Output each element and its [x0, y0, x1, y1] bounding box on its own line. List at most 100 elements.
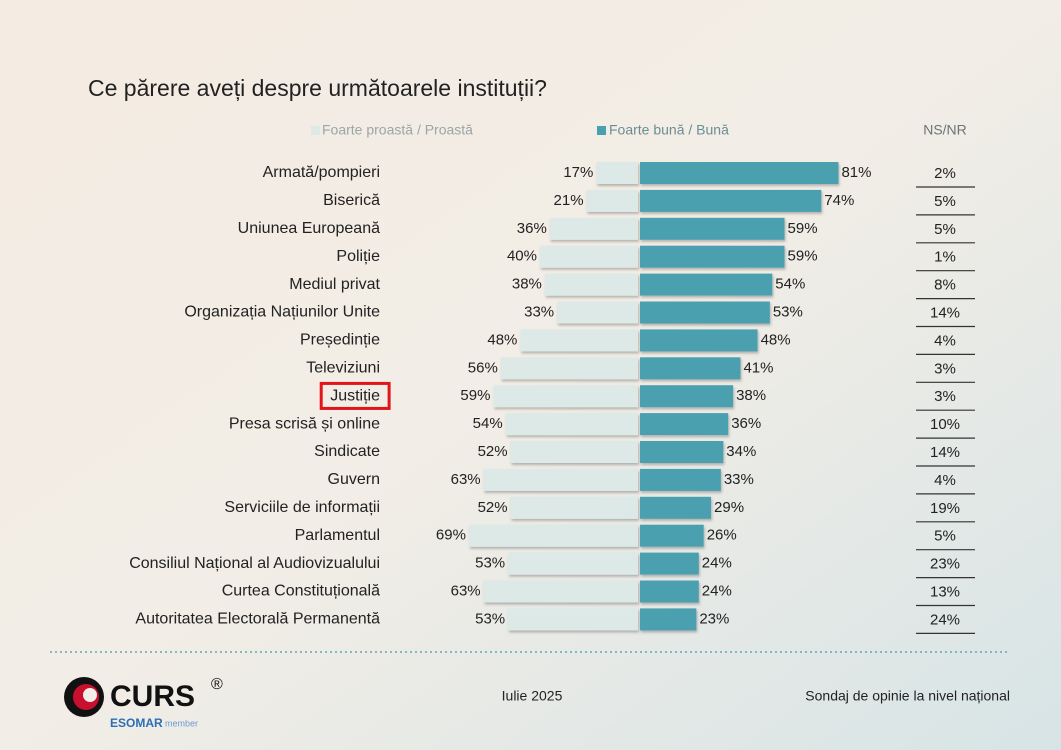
- bar-negative: [493, 385, 638, 408]
- category-label: Curtea Constituțională: [222, 583, 380, 600]
- nsnr-label: 4%: [934, 472, 956, 489]
- category-label: Autoritatea Electorală Permanentă: [135, 611, 380, 628]
- highlight-box: [319, 381, 391, 410]
- bar-positive: [640, 608, 697, 631]
- value-label: 24%: [702, 555, 732, 572]
- logo: [64, 677, 104, 717]
- bar-positive: [640, 217, 785, 240]
- bar-negative: [508, 608, 638, 631]
- value-label: 59%: [788, 220, 818, 237]
- nsnr-label: 19%: [930, 500, 960, 517]
- footer-date: Iulie 2025: [502, 688, 563, 704]
- bar-positive: [640, 189, 822, 212]
- value-label: 33%: [724, 471, 754, 488]
- bar-positive: [640, 245, 785, 268]
- bar-negative: [549, 217, 638, 240]
- bar-negative: [483, 468, 638, 491]
- value-label: 33%: [524, 303, 554, 320]
- nsnr-label: 23%: [930, 556, 960, 573]
- nsnr-label: 14%: [930, 444, 960, 461]
- member-text: ESOMAR: [110, 716, 163, 730]
- nsnr-label: 3%: [934, 360, 956, 377]
- nsnr-label: 8%: [934, 277, 956, 294]
- bar-negative: [557, 301, 638, 324]
- legend-swatch: [311, 126, 320, 135]
- nsnr-label: 24%: [930, 611, 960, 628]
- bar-positive: [640, 273, 773, 296]
- bar-negative: [483, 580, 638, 603]
- value-label: 69%: [436, 527, 466, 544]
- value-label: 48%: [487, 331, 517, 348]
- value-label: 21%: [554, 192, 584, 209]
- bar-positive: [640, 162, 839, 184]
- nsnr-label: 3%: [934, 388, 956, 405]
- bar-negative: [520, 329, 638, 352]
- bar-negative: [596, 162, 638, 184]
- category-label: Biserică: [323, 192, 380, 209]
- value-label: 36%: [731, 415, 761, 432]
- value-label: 59%: [460, 387, 490, 404]
- value-label: 63%: [451, 471, 481, 488]
- category-label: Guvern: [328, 471, 380, 488]
- bar-negative: [505, 413, 638, 436]
- value-label: 38%: [736, 387, 766, 404]
- bar-positive: [640, 524, 704, 547]
- nsnr-label: 5%: [934, 528, 956, 545]
- category-label: Uniunea Europeană: [238, 220, 380, 237]
- value-label: 36%: [517, 220, 547, 237]
- bar-positive: [640, 301, 770, 324]
- category-label: Consiliul Național al Audiovizualului: [129, 555, 380, 572]
- nsnr-label: 2%: [934, 165, 956, 182]
- bar-positive: [640, 329, 758, 352]
- logo-hole: [83, 688, 97, 702]
- value-label: 29%: [714, 499, 744, 516]
- bar-negative: [468, 524, 638, 547]
- value-label: 74%: [824, 192, 854, 209]
- bar-positive: [640, 441, 724, 463]
- bar-positive: [640, 580, 699, 603]
- value-label: 40%: [507, 248, 537, 265]
- value-label: 24%: [702, 582, 732, 599]
- bar-negative: [544, 273, 638, 296]
- bar-negative: [510, 496, 638, 519]
- bar-positive: [640, 552, 699, 575]
- category-label: Serviciile de informații: [224, 499, 380, 516]
- category-label: Poliție: [336, 248, 380, 265]
- logo-text: CURS: [110, 680, 195, 713]
- nsnr-label: 1%: [934, 249, 956, 266]
- value-label: 41%: [743, 359, 773, 376]
- nsnr-label: 14%: [930, 304, 960, 321]
- member-note: member: [165, 718, 198, 728]
- category-label: Mediul privat: [289, 276, 380, 293]
- legend-label: Foarte bună / Bună: [609, 122, 729, 138]
- value-label: 23%: [699, 610, 729, 627]
- bar-negative: [540, 245, 638, 268]
- value-label: 17%: [563, 164, 593, 181]
- value-label: 59%: [788, 248, 818, 265]
- chart-title: Ce părere aveți despre următoarele insti…: [88, 75, 547, 101]
- category-label: Parlamentul: [295, 527, 380, 544]
- legend-label: Foarte proastă / Proastă: [322, 122, 473, 138]
- value-label: 63%: [451, 582, 481, 599]
- category-label: Televiziuni: [306, 360, 380, 377]
- legend-label: NS/NR: [923, 122, 967, 138]
- nsnr-label: 5%: [934, 221, 956, 238]
- value-label: 81%: [841, 164, 871, 181]
- bar-positive: [640, 413, 729, 436]
- footer-note: Sondaj de opinie la nivel național: [805, 688, 1010, 704]
- bar-negative: [500, 357, 638, 380]
- bar-positive: [640, 468, 721, 491]
- value-label: 53%: [475, 610, 505, 627]
- value-label: 54%: [775, 276, 805, 293]
- category-label: Organizația Națiunilor Unite: [184, 304, 380, 321]
- bar-negative: [508, 552, 638, 575]
- category-label: Justiție: [330, 387, 380, 404]
- bar-positive: [640, 357, 741, 380]
- value-label: 53%: [773, 303, 803, 320]
- value-label: 26%: [707, 527, 737, 544]
- category-label: Președinție: [300, 332, 380, 349]
- value-label: 54%: [473, 415, 503, 432]
- category-label: Presa scrisă și online: [229, 415, 380, 432]
- legend-swatch: [597, 126, 606, 135]
- logo-mark: ®: [211, 676, 223, 693]
